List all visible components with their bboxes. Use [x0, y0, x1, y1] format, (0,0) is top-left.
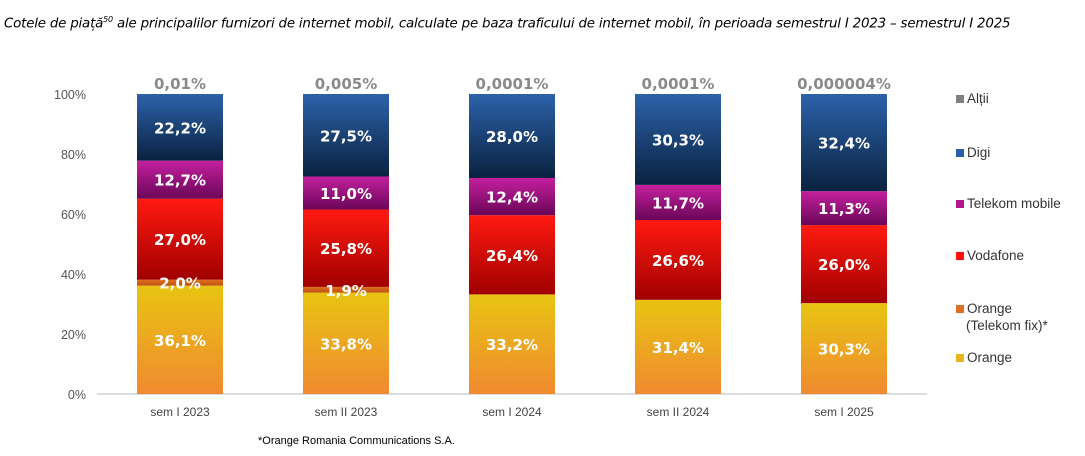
data-label: 1,9%: [325, 282, 367, 300]
legend-swatch: [956, 149, 964, 157]
legend-swatch: [956, 200, 964, 208]
bar-segment-digi: [635, 94, 721, 185]
title-footnote-ref: 50: [103, 15, 113, 24]
data-label: 27,0%: [154, 231, 206, 249]
y-tick-label: 20%: [61, 328, 86, 342]
bar-segment-orange: [303, 292, 389, 394]
title-main: Cotele de piață: [4, 16, 104, 32]
x-tick-label: sem I 2025: [814, 405, 874, 419]
bar-segment-vodafone: [469, 215, 555, 295]
y-tick-label: 100%: [54, 88, 86, 102]
data-label-altii: 0,0001%: [642, 75, 715, 93]
bar-segment-orange: [801, 303, 887, 394]
bar-segment-vodafone: [303, 209, 389, 287]
data-label: 31,4%: [652, 339, 704, 357]
data-label: 11,0%: [320, 185, 372, 203]
data-label: 2,0%: [159, 275, 201, 293]
y-tick-label: 0%: [68, 388, 86, 402]
legend-label: Orange: [967, 301, 1012, 316]
title-rest: ale principalilor furnizori de internet …: [112, 16, 1011, 32]
bar-segment-vodafone: [635, 220, 721, 300]
bar-segment-telekom-mobile: [137, 160, 223, 199]
legend-label: Digi: [967, 145, 990, 160]
legend-label: Vodafone: [967, 248, 1024, 263]
chart-title: Cotele de piață50 ale principalilor furn…: [4, 15, 1011, 32]
bar-segment-digi: [137, 94, 223, 161]
y-tick-label: 40%: [61, 268, 86, 282]
data-label: 30,3%: [818, 341, 870, 359]
bar-segment-orange: [137, 285, 223, 394]
data-label: 25,8%: [320, 240, 372, 258]
legend-swatch: [956, 354, 964, 362]
data-label: 27,5%: [320, 127, 372, 145]
bar-segment-orange-telekom-fix: [303, 286, 389, 293]
data-label: 12,7%: [154, 172, 206, 190]
bar-segment-orange-telekom-fix: [137, 279, 223, 286]
bar-segment-digi: [303, 94, 389, 177]
bar-segment-orange: [469, 294, 555, 394]
legend-label: Telekom mobile: [967, 196, 1061, 211]
x-tick-label: sem I 2023: [150, 405, 210, 419]
data-label: 36,1%: [154, 332, 206, 350]
x-tick-label: sem II 2024: [647, 405, 710, 419]
data-label: 28,0%: [486, 128, 538, 146]
data-label-altii: 0,0001%: [476, 75, 549, 93]
footnote: *Orange Romania Communications S.A.: [258, 435, 455, 447]
bar-segment-vodafone: [137, 198, 223, 280]
data-label: 30,3%: [652, 131, 704, 149]
legend-swatch: [956, 95, 964, 103]
legend-label: (Telekom fix)*: [966, 318, 1049, 333]
legend-label: Alții: [967, 91, 989, 106]
x-tick-label: sem II 2023: [315, 405, 378, 419]
x-tick-label: sem I 2024: [482, 405, 542, 419]
bar-segment-orange: [635, 299, 721, 394]
bar-segment-telekom-mobile: [801, 191, 887, 226]
data-label-altii: 0,01%: [154, 75, 206, 93]
data-label: 26,0%: [818, 256, 870, 274]
data-label: 11,3%: [818, 200, 870, 218]
bar-segment-digi: [801, 94, 887, 192]
bar-segment-telekom-mobile: [303, 176, 389, 210]
y-tick-label: 80%: [61, 148, 86, 162]
bar-segment-vodafone: [801, 225, 887, 304]
data-label: 32,4%: [818, 135, 870, 153]
data-label-altii: 0,000004%: [797, 75, 891, 93]
data-label: 12,4%: [486, 189, 538, 207]
legend-label: Orange: [967, 350, 1012, 365]
data-label-altii: 0,005%: [315, 75, 377, 93]
data-label: 26,6%: [652, 252, 704, 270]
legend-swatch: [956, 252, 964, 260]
bar-segment-telekom-mobile: [469, 178, 555, 216]
data-label: 11,7%: [652, 194, 704, 212]
bar-segment-digi: [469, 94, 555, 178]
data-label: 33,2%: [486, 336, 538, 354]
data-label: 33,8%: [320, 335, 372, 353]
data-label: 26,4%: [486, 247, 538, 265]
bar-segment-telekom-mobile: [635, 184, 721, 220]
data-label: 22,2%: [154, 119, 206, 137]
legend-swatch: [956, 305, 964, 313]
y-tick-label: 60%: [61, 208, 86, 222]
